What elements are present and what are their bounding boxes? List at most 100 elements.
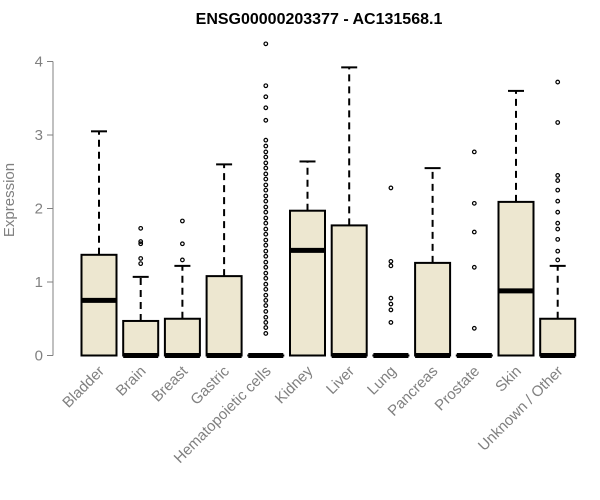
outlier-point	[263, 275, 269, 281]
outlier-point	[263, 176, 269, 182]
outlier-point	[179, 218, 185, 224]
outlier-point	[263, 231, 269, 237]
outlier-point	[555, 120, 561, 125]
x-tick-label: Breast	[149, 362, 192, 405]
x-tick-label: Prostate	[432, 363, 484, 415]
y-axis-title: Expression	[1, 163, 18, 237]
outlier-point	[555, 198, 561, 204]
y-tick-label: 2	[35, 201, 43, 218]
outlier-point	[555, 209, 561, 215]
outlier-point	[263, 286, 269, 292]
outlier-point	[263, 171, 269, 177]
box-brain	[122, 225, 160, 358]
outlier-point	[263, 143, 269, 149]
outlier-point	[138, 239, 144, 244]
x-tick-label: Bladder	[59, 363, 108, 412]
outlier-point	[263, 154, 269, 160]
x-tick-label: Liver	[323, 363, 358, 398]
outlier-point	[263, 264, 269, 270]
outlier-point	[263, 204, 269, 210]
outlier-point	[263, 248, 269, 254]
outlier-point	[263, 149, 269, 155]
outlier-point	[555, 79, 561, 85]
outlier-point	[388, 185, 394, 191]
outlier-point	[263, 237, 269, 243]
outlier-point	[263, 242, 269, 248]
y-axis: 0 1 2 3 4	[35, 54, 54, 365]
outlier-point	[263, 281, 269, 287]
box-rect	[122, 319, 160, 357]
box-prostate	[455, 149, 493, 358]
outlier-point	[555, 220, 561, 226]
box-pancreas	[414, 167, 452, 358]
outlier-point	[471, 229, 477, 235]
outlier-point	[138, 241, 144, 247]
outlier-point	[555, 236, 561, 242]
y-tick-label: 3	[35, 127, 43, 144]
box-rect	[205, 275, 243, 357]
outlier-point	[263, 325, 269, 330]
outlier-point	[388, 301, 394, 307]
box-hematopoietic-cells	[247, 41, 285, 358]
outlier-point	[263, 182, 269, 188]
box-rect	[497, 200, 535, 357]
outlier-point	[263, 94, 269, 100]
outlier-point	[263, 187, 269, 193]
box-bladder	[80, 130, 118, 357]
outlier-point	[471, 149, 477, 155]
box-rect	[289, 209, 326, 357]
x-tick-label: Kidney	[272, 362, 317, 407]
outlier-point	[388, 259, 394, 264]
outlier-point	[555, 173, 561, 178]
box-unknown-other	[539, 79, 577, 358]
box-rect	[163, 317, 201, 357]
outlier-point	[263, 83, 269, 89]
outlier-point	[263, 137, 269, 143]
box-gastric	[205, 163, 243, 358]
outlier-point	[555, 248, 561, 254]
box-skin	[497, 89, 535, 357]
outlier-point	[138, 256, 144, 261]
outlier-point	[263, 270, 269, 276]
outlier-point	[263, 303, 269, 308]
outlier-point	[263, 105, 269, 111]
outlier-point	[388, 295, 394, 301]
outlier-point	[555, 257, 561, 263]
outlier-point	[388, 320, 394, 325]
outlier-point	[471, 200, 477, 206]
outlier-point	[471, 264, 477, 270]
outlier-point	[263, 309, 269, 314]
outlier-point	[263, 226, 269, 232]
outlier-point	[263, 215, 269, 221]
boxes	[80, 41, 577, 358]
outlier-point	[555, 187, 561, 193]
outlier-point	[555, 226, 561, 232]
outlier-point	[263, 165, 269, 171]
outlier-point	[263, 117, 269, 123]
outlier-point	[263, 220, 269, 226]
y-tick-label: 0	[35, 348, 43, 365]
outlier-point	[388, 263, 394, 269]
box-liver	[330, 66, 368, 358]
box-rect	[330, 224, 368, 357]
box-lung	[372, 185, 410, 358]
box-rect	[80, 253, 118, 357]
outlier-point	[263, 160, 269, 166]
outlier-point	[263, 41, 269, 47]
outlier-point	[263, 193, 269, 199]
outlier-point	[138, 261, 144, 267]
outlier-point	[263, 198, 269, 204]
outlier-point	[263, 320, 269, 325]
box-rect	[414, 261, 452, 357]
outlier-point	[138, 225, 144, 231]
outlier-point	[179, 241, 185, 247]
y-tick-label: 4	[35, 54, 43, 71]
x-tick-label: Lung	[364, 363, 400, 399]
outlier-point	[388, 307, 394, 313]
chart-title: ENSG00000203377 - AC131568.1	[196, 11, 443, 28]
box-breast	[163, 218, 201, 358]
x-tick-label: Brain	[113, 363, 150, 400]
outlier-point	[263, 331, 269, 336]
